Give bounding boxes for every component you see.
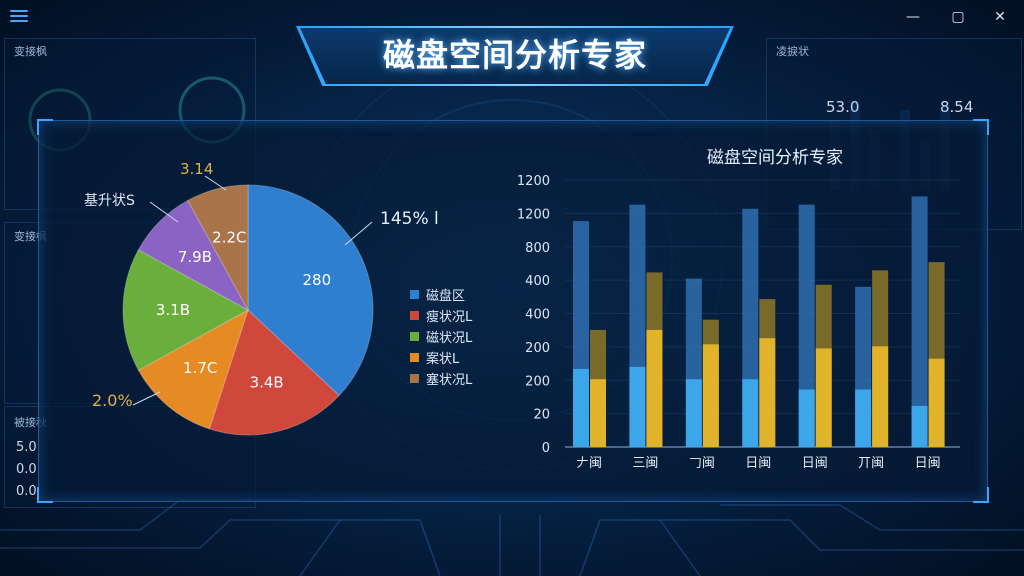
pie-slice-label: 3.4B [250, 374, 284, 392]
legend-item: 磁盘区 [410, 284, 472, 305]
side-value: 8.54 [940, 98, 974, 116]
pie-legend: 磁盘区 瘦状况L 磁状况L 案状L 塞状况L [410, 284, 472, 389]
bar-chart-title: 磁盘空间分析专家 [707, 148, 843, 168]
pie-callout-bottom-left: 2.0% [92, 391, 133, 410]
pie-slice [137, 308, 249, 430]
pie-slice-label: 3.1B [156, 301, 190, 319]
y-tick-label: 800 [525, 241, 550, 256]
bar-gold [815, 348, 832, 447]
bar-gold [702, 344, 719, 447]
y-tick-label: 0 [542, 441, 550, 456]
bar-blue-light [855, 389, 872, 447]
background-panel-label: 变接枫 [14, 45, 47, 58]
bar-gold [928, 358, 945, 447]
pie-slice-label: 1.7C [183, 359, 217, 377]
y-tick-label: 200 [525, 341, 550, 356]
background-panel-label: 凌捩状 [776, 45, 809, 58]
bar-gold [590, 379, 606, 447]
bar-gold [646, 329, 663, 447]
y-tick-label: 400 [525, 308, 550, 323]
app-title: 磁盘空间分析专家 [382, 36, 647, 74]
bar-blue-light [629, 366, 646, 447]
bar-blue-light [742, 379, 759, 447]
y-tick-label: 200 [525, 374, 550, 389]
x-tick-label: 三闽 [632, 456, 658, 471]
y-tick-label: 400 [525, 274, 550, 289]
pie-slice [208, 309, 340, 436]
pie-slice-label: 7.9B [178, 248, 212, 266]
header-banner [300, 28, 730, 84]
pie-callout-right: 145% l [380, 209, 439, 229]
x-tick-label: 日闽 [802, 456, 828, 471]
pie-slice-label: 2.2C [212, 228, 246, 246]
y-tick-label: 1200 [517, 207, 550, 222]
side-value: 0.0 [16, 484, 37, 499]
bar-blue [911, 196, 928, 447]
bar-blue-light [685, 379, 702, 447]
side-value: 0.0 [16, 462, 37, 477]
menu-icon[interactable] [10, 8, 28, 24]
side-value: 5.0 [16, 440, 37, 455]
legend-item: 塞状况L [410, 368, 472, 389]
pie-slice-label: 280 [303, 271, 332, 289]
y-tick-label: 20 [533, 408, 550, 423]
x-tick-label: 丌闽 [858, 456, 884, 471]
x-tick-label: 𠃌闽 [689, 456, 715, 471]
legend-item: 磁状况L [410, 326, 472, 347]
pie-slice [187, 184, 249, 311]
bar-blue [798, 204, 815, 447]
bar-gold [759, 338, 776, 447]
pie-slice [122, 249, 250, 371]
pie-callout-left: 基升状S [84, 193, 135, 209]
legend-item: 瘦状况L [410, 305, 472, 326]
x-tick-label: 𠂇闽 [576, 456, 602, 471]
bar-gold [872, 346, 889, 447]
x-tick-label: 日闽 [915, 456, 941, 471]
bar-blue-light [798, 389, 815, 447]
pie-callout-top: 3.14 [180, 160, 214, 178]
x-tick-label: 日闽 [745, 456, 771, 471]
pie-slice [247, 184, 374, 397]
legend-item: 案状L [410, 347, 472, 368]
pie-leader-line [132, 391, 161, 406]
pie-leader-line [204, 175, 227, 191]
minimize-button[interactable]: — [906, 9, 920, 25]
title-bar: — ▢ ✕ [0, 0, 1024, 34]
close-button[interactable]: ✕ [994, 9, 1006, 25]
y-tick-label: 1200 [517, 174, 550, 189]
bar-blue-light [573, 368, 589, 447]
pie-leader-line [344, 221, 373, 246]
bar-blue-light [911, 405, 928, 447]
side-value: 53.0 [826, 98, 860, 116]
maximize-button[interactable]: ▢ [951, 9, 965, 25]
pie-leader-line [149, 201, 179, 223]
pie-slice [137, 199, 250, 312]
